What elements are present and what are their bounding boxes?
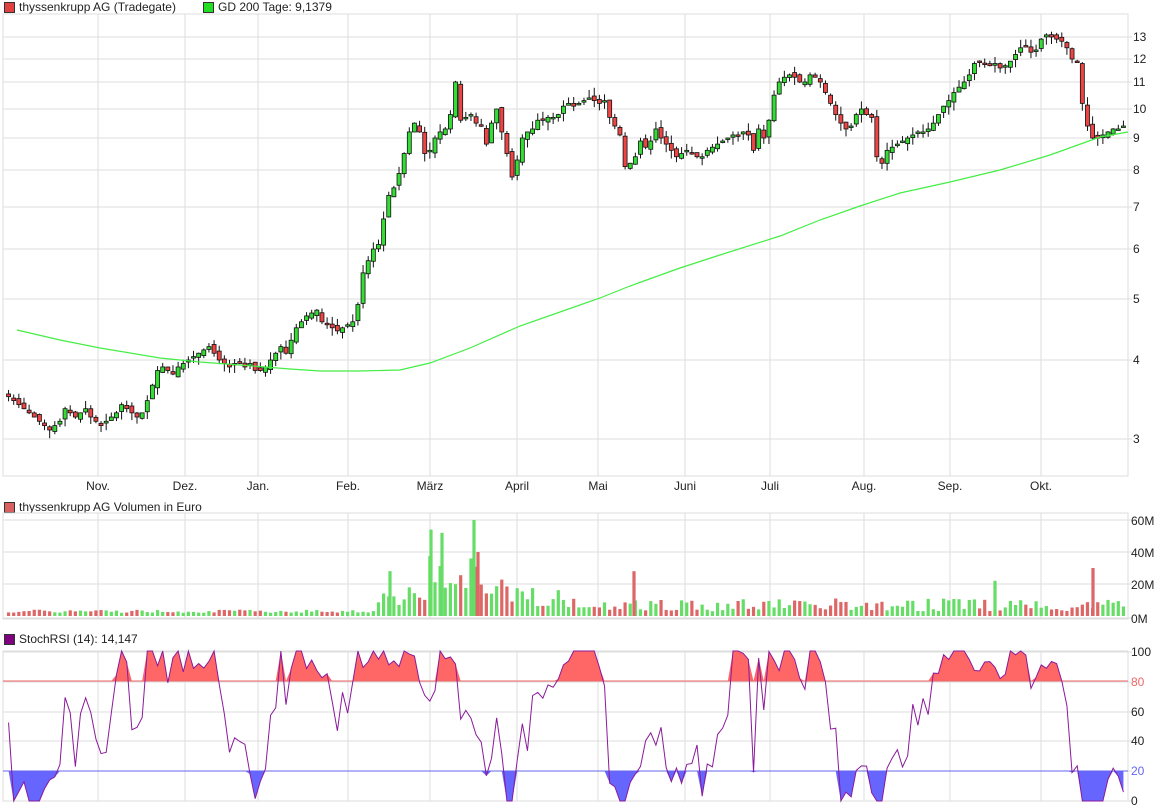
svg-text:20: 20 bbox=[1131, 764, 1145, 778]
svg-text:Juli: Juli bbox=[761, 479, 779, 493]
svg-text:April: April bbox=[505, 479, 529, 493]
stoch-legend: StochRSI (14): 14,147 bbox=[4, 632, 138, 646]
svg-text:12: 12 bbox=[1133, 52, 1147, 66]
svg-text:40: 40 bbox=[1131, 734, 1145, 748]
price-legend-swatch bbox=[4, 1, 15, 13]
svg-text:Nov.: Nov. bbox=[86, 479, 110, 493]
stoch-legend-label: StochRSI (14): 14,147 bbox=[19, 632, 138, 646]
volume-bars bbox=[6, 520, 1126, 616]
svg-text:60: 60 bbox=[1131, 705, 1145, 719]
svg-text:März: März bbox=[417, 479, 444, 493]
svg-text:100: 100 bbox=[1131, 645, 1151, 659]
grid-lines bbox=[2, 13, 1132, 802]
svg-text:Sep.: Sep. bbox=[938, 479, 963, 493]
svg-text:13: 13 bbox=[1133, 30, 1147, 44]
svg-text:60M: 60M bbox=[1131, 514, 1154, 528]
axis-labels: 13 12 11 10 9 8 7 6 5 4 3 60M 40M 20M 0M 100 80 60 40 20 0 No… bbox=[86, 30, 1154, 808]
price-candles bbox=[6, 31, 1126, 439]
svg-text:11: 11 bbox=[1133, 75, 1146, 89]
stochrsi-plot bbox=[3, 649, 1128, 803]
svg-text:0M: 0M bbox=[1131, 612, 1148, 626]
svg-text:Dez.: Dez. bbox=[173, 479, 198, 493]
svg-text:4: 4 bbox=[1133, 353, 1140, 367]
volume-legend-label: thyssenkrupp AG Volumen in Euro bbox=[19, 500, 202, 514]
sma-legend-swatch bbox=[203, 1, 214, 13]
stoch-legend-swatch bbox=[4, 633, 15, 645]
sma-legend: GD 200 Tage: 9,1379 bbox=[203, 0, 332, 14]
price-legend-label: thyssenkrupp AG (Tradegate) bbox=[19, 0, 176, 14]
volume-legend-swatch bbox=[4, 501, 15, 513]
volume-legend: thyssenkrupp AG Volumen in Euro bbox=[4, 500, 202, 514]
svg-text:Juni: Juni bbox=[674, 479, 696, 493]
svg-text:80: 80 bbox=[1131, 675, 1145, 689]
svg-text:3: 3 bbox=[1133, 432, 1140, 446]
svg-text:Jan.: Jan. bbox=[247, 479, 270, 493]
svg-text:6: 6 bbox=[1133, 242, 1140, 256]
svg-text:40M: 40M bbox=[1131, 546, 1154, 560]
svg-text:Mai: Mai bbox=[588, 479, 607, 493]
svg-text:5: 5 bbox=[1133, 292, 1140, 306]
svg-text:Aug.: Aug. bbox=[852, 479, 877, 493]
svg-text:20M: 20M bbox=[1131, 578, 1154, 592]
svg-text:Feb.: Feb. bbox=[336, 479, 360, 493]
svg-text:10: 10 bbox=[1133, 102, 1147, 116]
svg-text:0: 0 bbox=[1131, 794, 1138, 808]
svg-text:8: 8 bbox=[1133, 163, 1140, 177]
sma-legend-label: GD 200 Tage: 9,1379 bbox=[218, 0, 332, 14]
svg-text:7: 7 bbox=[1133, 200, 1140, 214]
price-legend: thyssenkrupp AG (Tradegate) bbox=[4, 0, 176, 14]
svg-text:Okt.: Okt. bbox=[1030, 479, 1052, 493]
sma-200-line bbox=[16, 131, 1129, 372]
svg-text:9: 9 bbox=[1133, 131, 1140, 145]
